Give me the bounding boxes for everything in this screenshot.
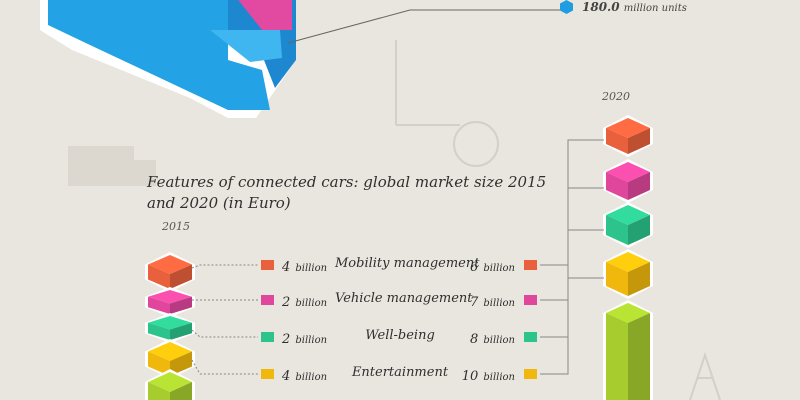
leader-2015-1 (191, 264, 258, 269)
value-2015-3: 2 billion (282, 332, 328, 347)
bar-2020-1 (603, 115, 653, 157)
value-2020-1: 6 billion (469, 260, 515, 275)
year-label-2015: 2015 (162, 220, 190, 233)
chart-title: Features of connected cars: global marke… (147, 173, 547, 212)
legend-swatch-2020-1 (524, 260, 537, 270)
legend-swatch-2020-4 (524, 369, 537, 379)
leader-2020-2 (540, 187, 604, 301)
value-2020-2: 7 billion (469, 295, 515, 310)
legend-swatch-2015-3 (261, 332, 274, 342)
leader-lines (191, 139, 604, 375)
legend-swatch-2020-3 (524, 332, 537, 342)
value-2015-1: 4 billion (282, 260, 328, 275)
bar-2020-4 (603, 249, 653, 299)
stack-2015 (145, 252, 195, 400)
hexagon-icon (560, 0, 573, 14)
legend-swatch-2015-1 (261, 260, 274, 270)
value-2020-4: 10 billion (461, 369, 515, 384)
background-decoration (68, 40, 721, 400)
top-unit: million units (623, 3, 687, 14)
category-label-2: Vehicle management (335, 291, 473, 306)
top-leader-line (287, 9, 411, 44)
bar-2015-3 (145, 313, 195, 343)
top-annotation: 180.0 million units (582, 0, 687, 14)
leader-2020-1 (540, 139, 604, 266)
category-label-4: Entertainment (351, 365, 449, 380)
leader-2015-4 (191, 359, 258, 375)
category-label-1: Mobility management (335, 256, 480, 271)
category-label-3: Well-being (365, 328, 435, 343)
leader-2015-3 (191, 329, 258, 338)
top-prism-bar (40, 0, 296, 118)
leader-2020-3 (540, 229, 604, 338)
legend-swatch-2015-2 (261, 295, 274, 305)
bar-2020-2 (603, 159, 653, 203)
year-label-2020: 2020 (602, 90, 630, 103)
legend-swatch-2020-2 (524, 295, 537, 305)
value-2015-2: 2 billion (282, 295, 328, 310)
bar-2015-4 (145, 339, 195, 379)
bar-2020-3 (603, 202, 653, 248)
bar-2020-base (603, 300, 653, 400)
legend-swatch-2015-4 (261, 369, 274, 379)
value-2020-3: 8 billion (469, 332, 515, 347)
bar-2015-base (145, 369, 195, 400)
top-value: 180.0 (582, 0, 620, 14)
bar-2015-1 (145, 252, 195, 292)
value-2015-4: 4 billion (282, 369, 328, 384)
bar-2015-2 (145, 287, 195, 317)
leader-2020-4 (540, 277, 604, 375)
stack-2020 (603, 115, 653, 400)
